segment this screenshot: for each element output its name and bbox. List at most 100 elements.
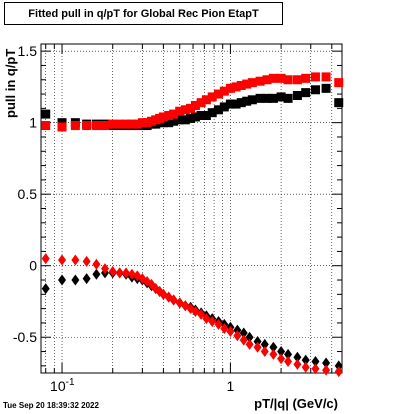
data-point-diamond [334,366,343,378]
data-point-diamond [239,327,248,339]
data-point-diamond [239,334,248,346]
data-point-square [292,75,302,85]
data-point-square [196,98,206,108]
data-point-square [255,93,265,103]
data-point-square [262,75,272,85]
data-point-diamond [284,356,293,368]
axis-ticks [41,44,342,373]
data-point-square [175,115,185,125]
data-point-diamond [322,364,331,376]
data-point-diamond [208,316,217,328]
y-axis-label: pull in q/pT [3,48,18,118]
data-point-square [236,98,246,108]
data-point-diamond [197,308,206,320]
data-point-square [301,88,311,98]
data-point-square [169,116,179,126]
y-tick-label: 1 [29,115,37,131]
data-point-square [321,72,331,82]
data-point-diamond [169,294,178,306]
data-point-square [158,112,168,122]
data-point-diamond [233,324,242,336]
data-point-square [207,108,217,118]
data-point-diamond [58,274,67,286]
data-point-square [70,121,80,131]
data-point-diamond [127,268,136,280]
data-point-square [247,78,257,88]
data-point-diamond [269,348,278,360]
timestamp: Tue Sep 20 18:39:32 2022 [3,401,99,410]
data-point-diamond [269,341,278,353]
data-point-diamond [301,354,310,366]
data-point-diamond [82,255,91,267]
data-point-square [225,83,235,93]
grid-lines [41,44,342,373]
data-point-diamond [293,351,302,363]
data-point-diamond [92,258,101,270]
data-point-square [262,93,272,103]
data-point-square [82,121,92,131]
data-point-square [292,90,302,100]
data-point-diamond [220,323,229,335]
data-point-square [169,109,179,119]
data-point-diamond [277,346,286,358]
data-point-square [276,73,286,83]
y-tick-label: 0.5 [18,186,38,202]
data-point-diamond [92,268,101,280]
data-point-diamond [334,360,343,372]
x-axis-label: pT/|q| (GeV/c) [254,396,338,411]
data-point-square [242,79,252,89]
y-tick-label: -0.5 [13,329,37,345]
data-point-square [41,121,51,131]
data-point-square [219,86,229,96]
data-point-square [310,85,320,95]
x-tick-exponent: -1 [66,377,75,388]
data-point-square [132,119,142,129]
data-point-diamond [226,326,235,338]
data-point-square [57,122,67,132]
y-tick-label: 1.5 [18,43,38,59]
data-point-square [268,73,278,83]
data-point-square [127,119,137,129]
data-point-square [121,119,131,129]
data-point-diamond [260,346,269,358]
data-point-square [268,93,278,103]
data-point-square [219,102,229,112]
data-point-square [334,98,344,108]
data-point-diamond [311,356,320,368]
data-point-square [164,118,174,128]
data-point-diamond [71,254,80,266]
x-tick-label: 1 [227,378,235,394]
data-point-square [201,111,211,121]
data-point-square [196,111,206,121]
data-point-square [225,99,235,109]
data-point-diamond [260,338,269,350]
data-point-square [283,75,293,85]
data-point-diamond [82,273,91,285]
data-point-diamond [293,358,302,370]
data-point-square [301,73,311,83]
data-point-diamond [71,274,80,286]
data-point-square [231,82,241,92]
tick-labels: -0.5 0 0.5 1 1.5 10-1 1 [13,43,235,394]
data-point-diamond [122,267,131,279]
data-point-square [247,95,257,105]
data-point-diamond [233,330,242,342]
data-point-square [175,106,185,116]
red-square-series [41,72,344,132]
data-point-square [201,95,211,105]
data-point-diamond [277,353,286,365]
data-point-square [100,121,110,131]
data-point-square [180,115,190,125]
data-point-square [242,96,252,106]
data-point-diamond [253,336,262,348]
data-point-square [41,109,51,119]
data-point-square [186,103,196,113]
data-point-square [214,89,224,99]
data-point-square [164,111,174,121]
data-point-square [137,118,147,128]
data-point-diamond [58,254,67,266]
data-point-diamond [41,253,50,265]
data-point-diamond [115,267,124,279]
data-point-square [214,105,224,115]
